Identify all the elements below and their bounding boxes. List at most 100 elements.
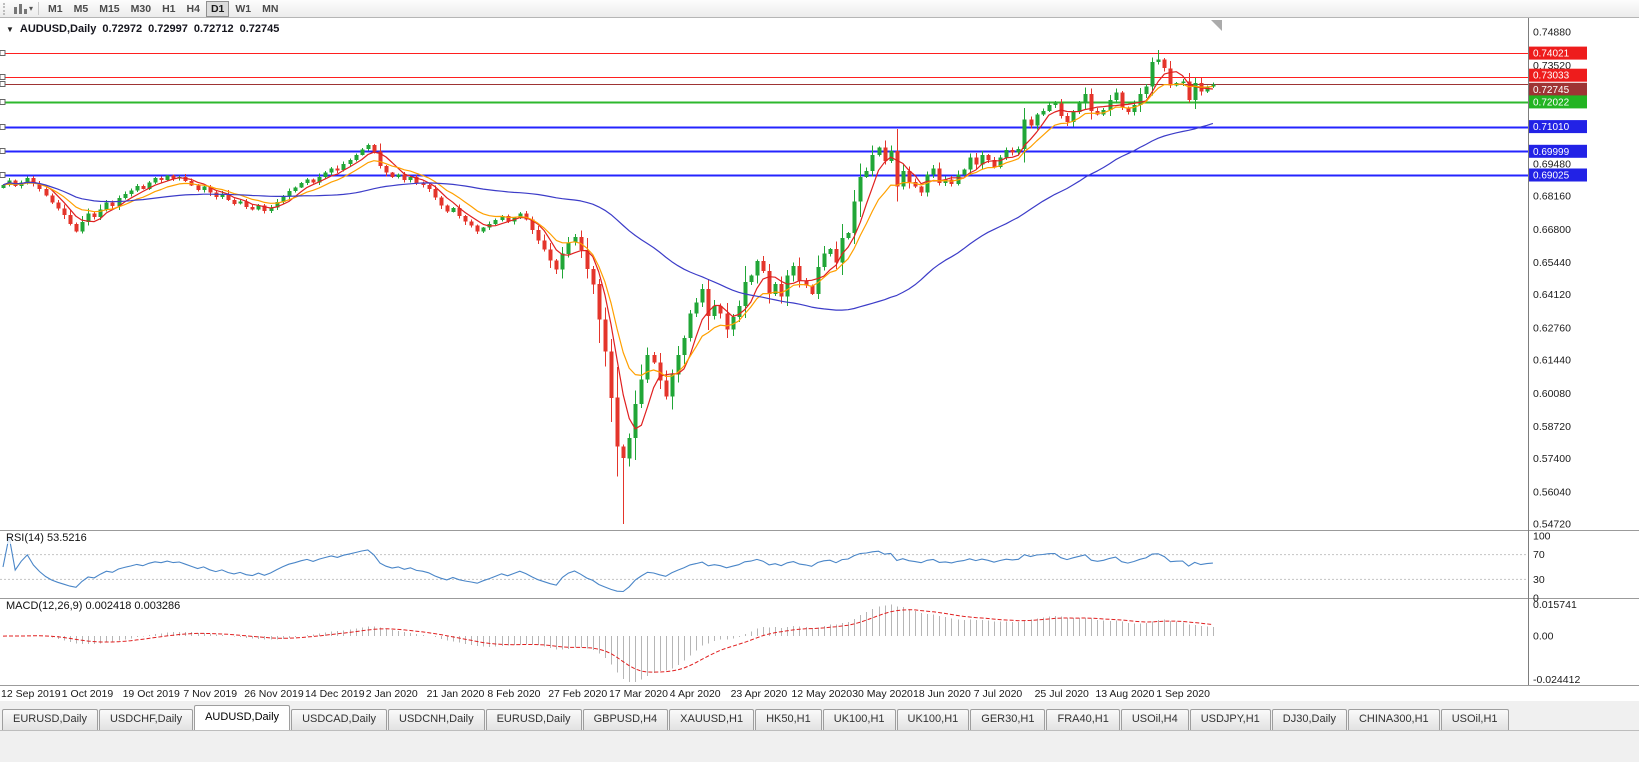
- ma-50-line: [2, 122, 1214, 311]
- svg-text:30: 30: [1533, 574, 1545, 586]
- chart-tab-hk50-h1[interactable]: HK50,H1: [755, 709, 822, 730]
- chart-tab-dj30-daily[interactable]: DJ30,Daily: [1271, 709, 1347, 730]
- dropdown-caret-icon[interactable]: ▾: [29, 4, 34, 13]
- chart-tab-eurusd-daily[interactable]: EURUSD,Daily: [485, 709, 582, 730]
- chart-tab-usoil-h4[interactable]: USOil,H4: [1120, 709, 1189, 730]
- hline-handle[interactable]: [0, 172, 6, 178]
- svg-text:0.69480: 0.69480: [1533, 158, 1571, 170]
- hline-handle[interactable]: [0, 50, 6, 56]
- svg-text:12 May 2020: 12 May 2020: [791, 688, 852, 700]
- chart-tab-fra40-h1[interactable]: FRA40,H1: [1046, 709, 1120, 730]
- chart-tab-xauusd-h1[interactable]: XAUUSD,H1: [669, 709, 755, 730]
- hline-handle[interactable]: [0, 148, 6, 154]
- svg-text:18 Jun 2020: 18 Jun 2020: [913, 688, 971, 700]
- svg-text:0.66800: 0.66800: [1533, 224, 1571, 236]
- svg-text:0.00: 0.00: [1533, 631, 1554, 643]
- chart-tab-ger30-h1[interactable]: GER30,H1: [970, 709, 1046, 730]
- macd-histogram: [9, 604, 1214, 683]
- legend-open: 0.72972: [102, 23, 143, 35]
- timeframe-button-w1[interactable]: W1: [230, 1, 256, 17]
- svg-text:1 Oct 2019: 1 Oct 2019: [62, 688, 114, 700]
- rsi-line: [2, 536, 1213, 593]
- timeframe-button-m15[interactable]: M15: [94, 1, 124, 17]
- svg-text:0.72022: 0.72022: [1533, 97, 1570, 108]
- svg-text:12 Sep 2019: 12 Sep 2019: [1, 688, 61, 700]
- candles-layer: [1, 50, 1216, 525]
- chart-shift-marker[interactable]: [1211, 20, 1222, 31]
- macd-signal-line: [2, 609, 1213, 673]
- timeframe-button-d1[interactable]: D1: [205, 0, 230, 17]
- chart-tab-usdcnh-daily[interactable]: USDCNH,Daily: [388, 709, 485, 730]
- timeframe-button-m30[interactable]: M30: [126, 1, 156, 17]
- macd-axis[interactable]: 0.015741 0.00 -0.024412: [1533, 599, 1580, 686]
- legend-symbol: AUDUSD,Daily: [19, 23, 97, 35]
- legend-close: 0.72745: [239, 23, 280, 35]
- svg-text:19 Oct 2019: 19 Oct 2019: [123, 688, 180, 700]
- ma-10-line: [2, 83, 1213, 377]
- chart-tab-eurusd-daily[interactable]: EURUSD,Daily: [2, 709, 98, 730]
- chart-tab-uk100-h1[interactable]: UK100,H1: [822, 709, 896, 730]
- price-tag-0.74021: 0.74021: [1529, 46, 1587, 60]
- svg-text:0.69025: 0.69025: [1533, 171, 1570, 182]
- window-footer: EURUSD,Daily USDCHF,Daily AUDUSD,Daily USDC…: [0, 701, 1639, 762]
- svg-text:21 Jan 2020: 21 Jan 2020: [427, 688, 485, 700]
- price-tag-0.72745: 0.72745: [1529, 82, 1587, 96]
- timeframe-button-mn[interactable]: MN: [257, 1, 283, 17]
- price-tag-0.72022: 0.72022: [1529, 95, 1587, 109]
- svg-text:0.015741: 0.015741: [1533, 599, 1577, 611]
- timeframe-button-m1[interactable]: M1: [43, 1, 68, 17]
- hline-handle[interactable]: [0, 81, 6, 87]
- svg-text:7 Nov 2019: 7 Nov 2019: [183, 688, 237, 700]
- time-axis[interactable]: 12 Sep 2019 1 Oct 2019 19 Oct 2019 7 Nov 20…: [1, 688, 1210, 700]
- hline-handle[interactable]: [0, 124, 6, 130]
- chart-tab-gbpusd-h4[interactable]: GBPUSD,H4: [582, 709, 669, 730]
- svg-text:14 Dec 2019: 14 Dec 2019: [305, 688, 365, 700]
- chart-tab-bar: EURUSD,Daily USDCHF,Daily AUDUSD,Daily USDC…: [0, 705, 1639, 731]
- price-tag-0.71010: 0.71010: [1529, 120, 1587, 134]
- hline-handle[interactable]: [0, 74, 6, 80]
- svg-text:0.57400: 0.57400: [1533, 453, 1571, 465]
- svg-text:0.74880: 0.74880: [1533, 27, 1571, 39]
- svg-text:2 Jan 2020: 2 Jan 2020: [366, 688, 418, 700]
- svg-text:1 Sep 2020: 1 Sep 2020: [1156, 688, 1210, 700]
- timeframe-button-h1[interactable]: H1: [157, 1, 180, 17]
- chart-tab-usdchf-daily[interactable]: USDCHF,Daily: [98, 709, 194, 730]
- chart-tab-usdcad-daily[interactable]: USDCAD,Daily: [291, 709, 388, 730]
- rsi-label: RSI(14) 53.5216: [6, 532, 87, 544]
- rsi-axis[interactable]: 100 70 30 0: [1533, 531, 1551, 605]
- svg-text:0.68160: 0.68160: [1533, 191, 1571, 203]
- chart-tab-uk100-h1[interactable]: UK100,H1: [896, 709, 970, 730]
- chart-icon[interactable]: [12, 1, 28, 17]
- svg-text:8 Feb 2020: 8 Feb 2020: [487, 688, 540, 700]
- svg-text:0: 0: [1533, 593, 1539, 605]
- timeframe-toolbar: ▾ M1 M5 M15 M30 H1 H4 D1 W1 MN: [0, 0, 1639, 18]
- svg-text:0.72745: 0.72745: [1533, 85, 1570, 96]
- svg-text:23 Apr 2020: 23 Apr 2020: [731, 688, 788, 700]
- chart-tab-usdjpy-h1[interactable]: USDJPY,H1: [1189, 709, 1271, 730]
- chart-tab-audusd-daily[interactable]: AUDUSD,Daily: [194, 705, 291, 730]
- chart-tab-usoil-h1[interactable]: USOil,H1: [1440, 709, 1509, 730]
- timeframe-buttons: M1 M5 M15 M30 H1 H4 D1 W1 MN: [43, 0, 284, 17]
- timeframe-button-h4[interactable]: H4: [182, 1, 205, 17]
- bar-chart-icon: [14, 3, 27, 14]
- hline-handle[interactable]: [0, 99, 6, 105]
- chart-tab-china300-h1[interactable]: CHINA300,H1: [1347, 709, 1440, 730]
- price-tag-0.73033: 0.73033: [1529, 68, 1587, 82]
- price-chart-canvas[interactable]: 0.748800.735200.694800.681600.668000.654…: [0, 18, 1639, 701]
- svg-text:25 Jul 2020: 25 Jul 2020: [1035, 688, 1089, 700]
- ma-5-line: [2, 71, 1213, 430]
- svg-text:0.64120: 0.64120: [1533, 289, 1571, 301]
- svg-text:0.74021: 0.74021: [1533, 49, 1570, 60]
- legend-high: 0.72997: [148, 23, 188, 35]
- svg-text:7 Jul 2020: 7 Jul 2020: [974, 688, 1023, 700]
- macd-label: MACD(12,26,9) 0.002418 0.003286: [6, 600, 181, 612]
- toolbar-grip[interactable]: [3, 2, 8, 15]
- toolbar-separator: [38, 2, 40, 15]
- price-tag-0.69999: 0.69999: [1529, 144, 1587, 158]
- horizontal-lines: [0, 50, 1528, 178]
- svg-text:0.69999: 0.69999: [1533, 147, 1570, 158]
- timeframe-button-m5[interactable]: M5: [69, 1, 94, 17]
- svg-text:0.60080: 0.60080: [1533, 388, 1571, 400]
